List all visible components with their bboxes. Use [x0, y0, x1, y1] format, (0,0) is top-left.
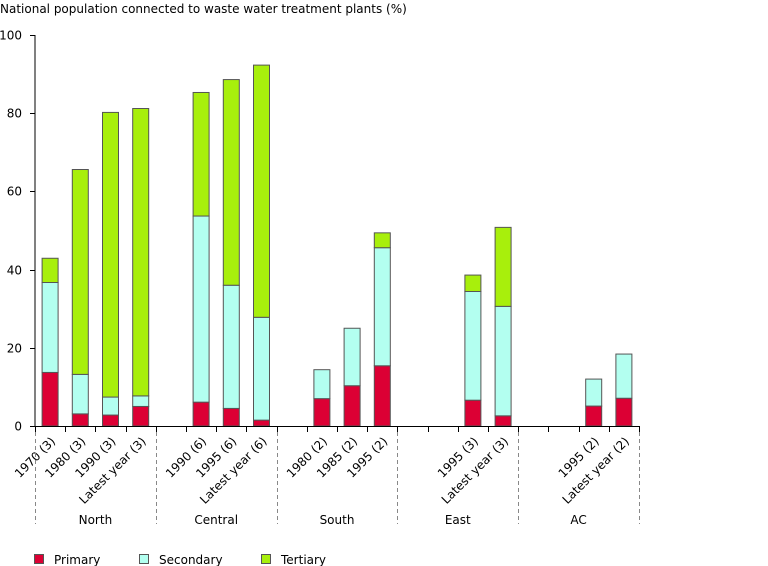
bar-segment-primary: [373, 365, 391, 427]
bar-segment-secondary: [222, 284, 240, 409]
bar-segment-tertiary: [192, 91, 210, 217]
bar-segment-secondary: [373, 247, 391, 367]
bar-segment-primary: [222, 407, 240, 427]
bar-segment-primary: [464, 399, 482, 427]
y-axis: 0 20 40 60 80 100: [0, 29, 36, 434]
bar-segment-tertiary: [132, 108, 150, 397]
bar-segment-secondary: [253, 316, 270, 421]
bar-segment-secondary: [343, 327, 361, 387]
bar-segment-primary: [494, 415, 512, 427]
group-label: South: [320, 513, 355, 527]
bar-segment-secondary: [102, 396, 119, 416]
y-tick-label: 100: [0, 29, 22, 43]
legend-swatch-primary: [34, 554, 44, 564]
y-tick-label: 0: [14, 420, 22, 434]
bar-segment-primary: [343, 385, 361, 427]
bar-segment-primary: [313, 398, 331, 427]
y-tick-label: 60: [7, 185, 22, 199]
bar-segment-secondary: [494, 305, 512, 417]
group-label: East: [445, 513, 471, 527]
bar-segment-tertiary: [373, 232, 391, 249]
bar-segment-primary: [41, 371, 59, 427]
group-label: Central: [194, 513, 238, 527]
bars: [41, 64, 633, 427]
legend-swatch-secondary: [139, 554, 149, 564]
bar-segment-primary: [585, 405, 603, 427]
bar-segment-tertiary: [102, 111, 119, 398]
bar-segment-secondary: [192, 215, 210, 403]
bar-segment-secondary: [464, 290, 482, 401]
group-label: AC: [570, 513, 586, 527]
bar-segment-tertiary: [41, 257, 59, 284]
bar-segment-secondary: [615, 353, 633, 399]
group-label: North: [79, 513, 113, 527]
x-axis: 1970 (3)1980 (3)1990 (3)Latest year (3) 1…: [12, 426, 640, 527]
y-tick-label: 40: [7, 264, 22, 278]
bar-segment-primary: [253, 419, 270, 427]
legend-swatch-tertiary: [261, 554, 271, 564]
legend-label-secondary: Secondary: [159, 553, 223, 566]
bar-segment-tertiary: [253, 64, 270, 318]
legend-label-tertiary: Tertiary: [280, 553, 326, 566]
y-tick-label: 20: [7, 342, 22, 356]
bar-segment-tertiary: [71, 169, 89, 375]
bar-segment-secondary: [41, 282, 59, 373]
bar-segment-secondary: [71, 373, 89, 415]
legend-label-primary: Primary: [54, 553, 100, 566]
bar-segment-secondary: [313, 369, 331, 400]
bar-segment-tertiary: [494, 226, 512, 307]
bar-segment-primary: [192, 401, 210, 427]
bar-segment-secondary: [585, 378, 603, 407]
chart-title: National population connected to waste w…: [0, 2, 407, 16]
bar-segment-primary: [71, 413, 89, 427]
bar-segment-secondary: [132, 395, 150, 407]
bar-segment-primary: [132, 405, 150, 427]
bar-segment-primary: [615, 397, 633, 427]
legend: Primary Secondary Tertiary: [34, 553, 326, 566]
bar-segment-primary: [102, 414, 119, 427]
bar-segment-tertiary: [464, 274, 482, 292]
bar-segment-tertiary: [222, 79, 240, 286]
y-tick-label: 80: [7, 107, 22, 121]
